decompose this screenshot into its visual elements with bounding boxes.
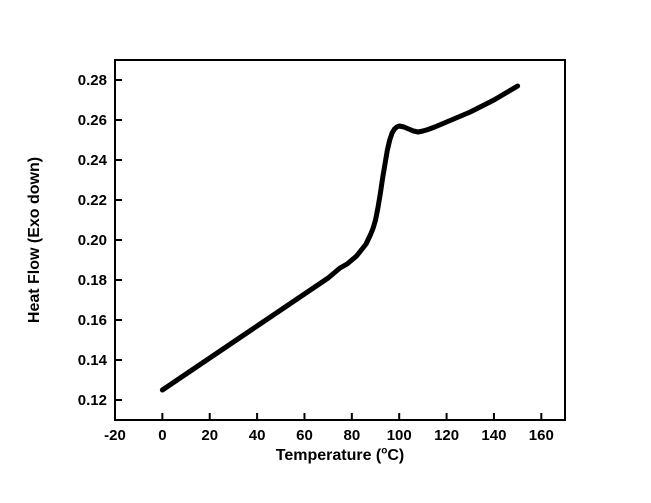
x-tick-label: 160: [529, 427, 554, 444]
degree-superscript: o: [381, 445, 388, 457]
x-tick-label: 0: [158, 427, 166, 444]
x-tick-label: 60: [296, 427, 313, 444]
y-tick-label: 0.22: [78, 192, 107, 209]
y-tick-label: 0.26: [78, 112, 107, 129]
y-tick-label: 0.28: [78, 72, 107, 89]
y-tick-label: 0.20: [78, 232, 107, 249]
x-tick-label: 120: [434, 427, 459, 444]
y-tick-label: 0.16: [78, 312, 107, 329]
y-tick-label: 0.14: [78, 352, 108, 369]
x-tick-label: -20: [104, 427, 126, 444]
x-axis-title: Temperature (oC): [275, 445, 405, 465]
x-tick-label: 40: [249, 427, 266, 444]
y-tick-label: 0.18: [78, 272, 107, 289]
x-axis-title-unit: C): [387, 447, 405, 464]
x-tick-label: 100: [387, 427, 412, 444]
x-tick-label: 140: [481, 427, 506, 444]
y-axis-title: Heat Flow (Exo down): [26, 156, 43, 324]
x-tick-label: 20: [201, 427, 218, 444]
dsc-curve: [159, 83, 521, 393]
x-axis-title-text: Temperature (: [275, 447, 382, 464]
x-tick-label: 80: [343, 427, 360, 444]
y-tick-label: 0.24: [78, 152, 108, 169]
plot-border: [114, 59, 566, 421]
y-tick-label: 0.12: [78, 392, 107, 409]
